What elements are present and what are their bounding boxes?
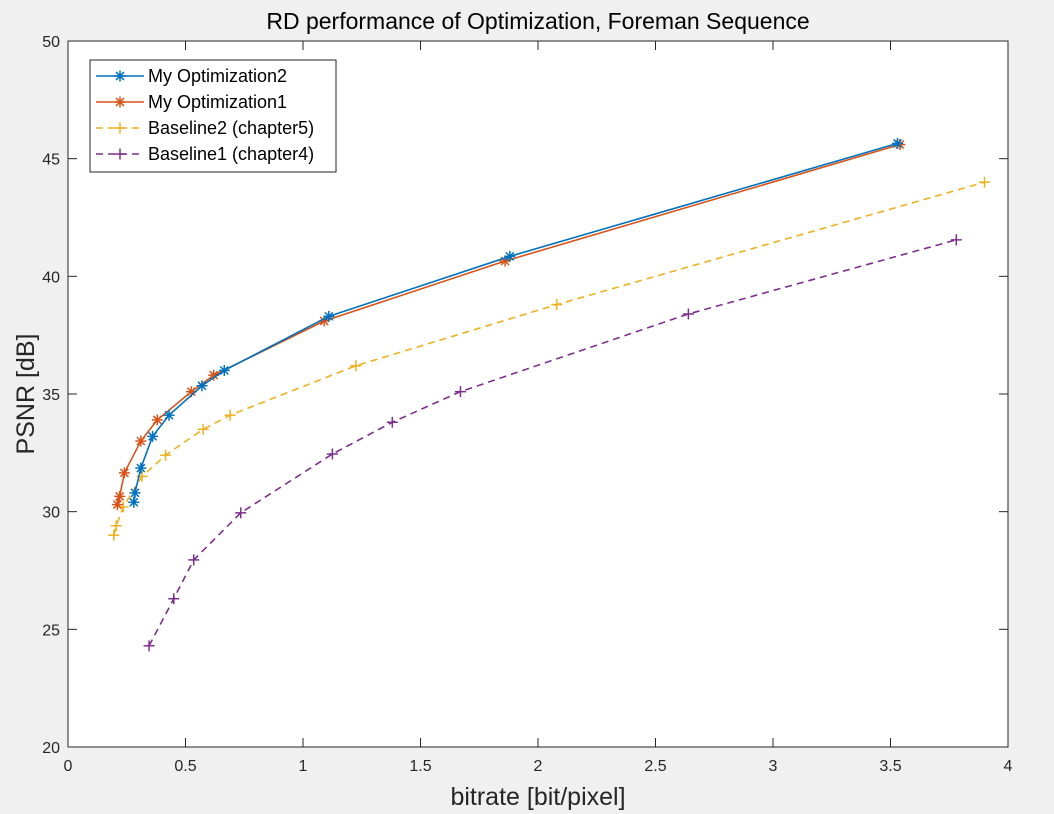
data-point <box>235 507 247 519</box>
legend-marker <box>114 148 126 160</box>
axes-box <box>67 40 1009 748</box>
data-point <box>504 250 516 262</box>
series-4 <box>143 234 962 652</box>
x-axis-label: bitrate [bit/pixel] <box>450 783 625 811</box>
x-tick-label: 3 <box>769 758 778 775</box>
data-point <box>163 409 175 421</box>
y-tick-label: 45 <box>42 152 60 169</box>
data-point <box>151 414 163 426</box>
legend-label: Baseline2 (chapter5) <box>148 118 314 138</box>
y-tick-label: 30 <box>42 505 60 522</box>
data-point <box>979 176 990 188</box>
data-point <box>682 308 694 320</box>
data-point <box>224 409 236 421</box>
legend-entry: My Optimization1 <box>96 92 287 112</box>
series-1 <box>128 137 904 508</box>
series-line <box>133 142 898 503</box>
y-tick-label: 25 <box>42 622 60 639</box>
series-line <box>113 181 985 536</box>
data-point <box>110 520 122 532</box>
data-point <box>147 430 159 442</box>
series-line <box>116 143 901 505</box>
data-point <box>188 554 200 566</box>
chart-title: RD performance of Optimization, Foreman … <box>266 8 809 34</box>
y-axis-ticks: 20 25 30 35 40 45 50 <box>42 34 1008 757</box>
data-point <box>323 310 335 322</box>
y-tick-label: 20 <box>42 740 60 757</box>
x-tick-label: 1 <box>299 758 308 775</box>
series-3 <box>108 176 990 541</box>
data-point <box>118 467 130 479</box>
legend: My Optimization2 My Optimization1 Baseline… <box>89 59 337 173</box>
data-point <box>197 423 209 435</box>
legend-label: Baseline1 (chapter4) <box>148 144 314 164</box>
x-tick-label: 0.5 <box>174 758 196 775</box>
legend-entry: Baseline1 (chapter4) <box>96 144 314 164</box>
x-tick-label: 2 <box>534 758 543 775</box>
data-point <box>108 529 120 541</box>
y-tick-label: 35 <box>42 387 60 404</box>
data-point <box>892 137 904 149</box>
data-point <box>143 640 155 652</box>
data-point <box>386 416 398 428</box>
data-point <box>135 462 147 474</box>
legend-marker <box>114 96 126 108</box>
x-tick-label: 3.5 <box>879 758 901 775</box>
data-point <box>135 435 147 447</box>
data-point <box>196 380 208 392</box>
legend-entry: Baseline2 (chapter5) <box>96 118 314 138</box>
x-tick-label: 1.5 <box>409 758 431 775</box>
legend-entry: My Optimization2 <box>96 66 287 86</box>
data-point <box>168 593 180 605</box>
y-tick-label: 50 <box>42 34 60 51</box>
data-point <box>350 360 362 372</box>
x-tick-label: 0 <box>64 758 73 775</box>
data-point <box>326 448 338 460</box>
x-tick-label: 4 <box>1004 758 1013 775</box>
data-point <box>114 490 126 502</box>
legend-marker <box>114 122 126 134</box>
data-point <box>111 499 123 511</box>
data-point <box>551 299 563 311</box>
x-tick-label: 2.5 <box>644 758 666 775</box>
x-axis-ticks: 0 0.5 1 1.5 2 2.5 3 3.5 4 <box>64 41 1013 775</box>
data-point <box>454 386 466 398</box>
legend-label: My Optimization2 <box>148 66 287 86</box>
data-point <box>185 386 197 398</box>
legend-label: My Optimization1 <box>148 92 287 112</box>
data-point <box>160 449 172 461</box>
data-point <box>128 496 140 508</box>
data-point <box>129 487 141 499</box>
legend-box <box>89 59 337 173</box>
data-point <box>950 234 962 246</box>
y-tick-label: 40 <box>42 269 60 286</box>
plot-series <box>108 137 990 652</box>
data-point <box>218 364 230 376</box>
y-axis-label: PSNR [dB] <box>12 334 40 455</box>
legend-marker <box>114 70 126 82</box>
